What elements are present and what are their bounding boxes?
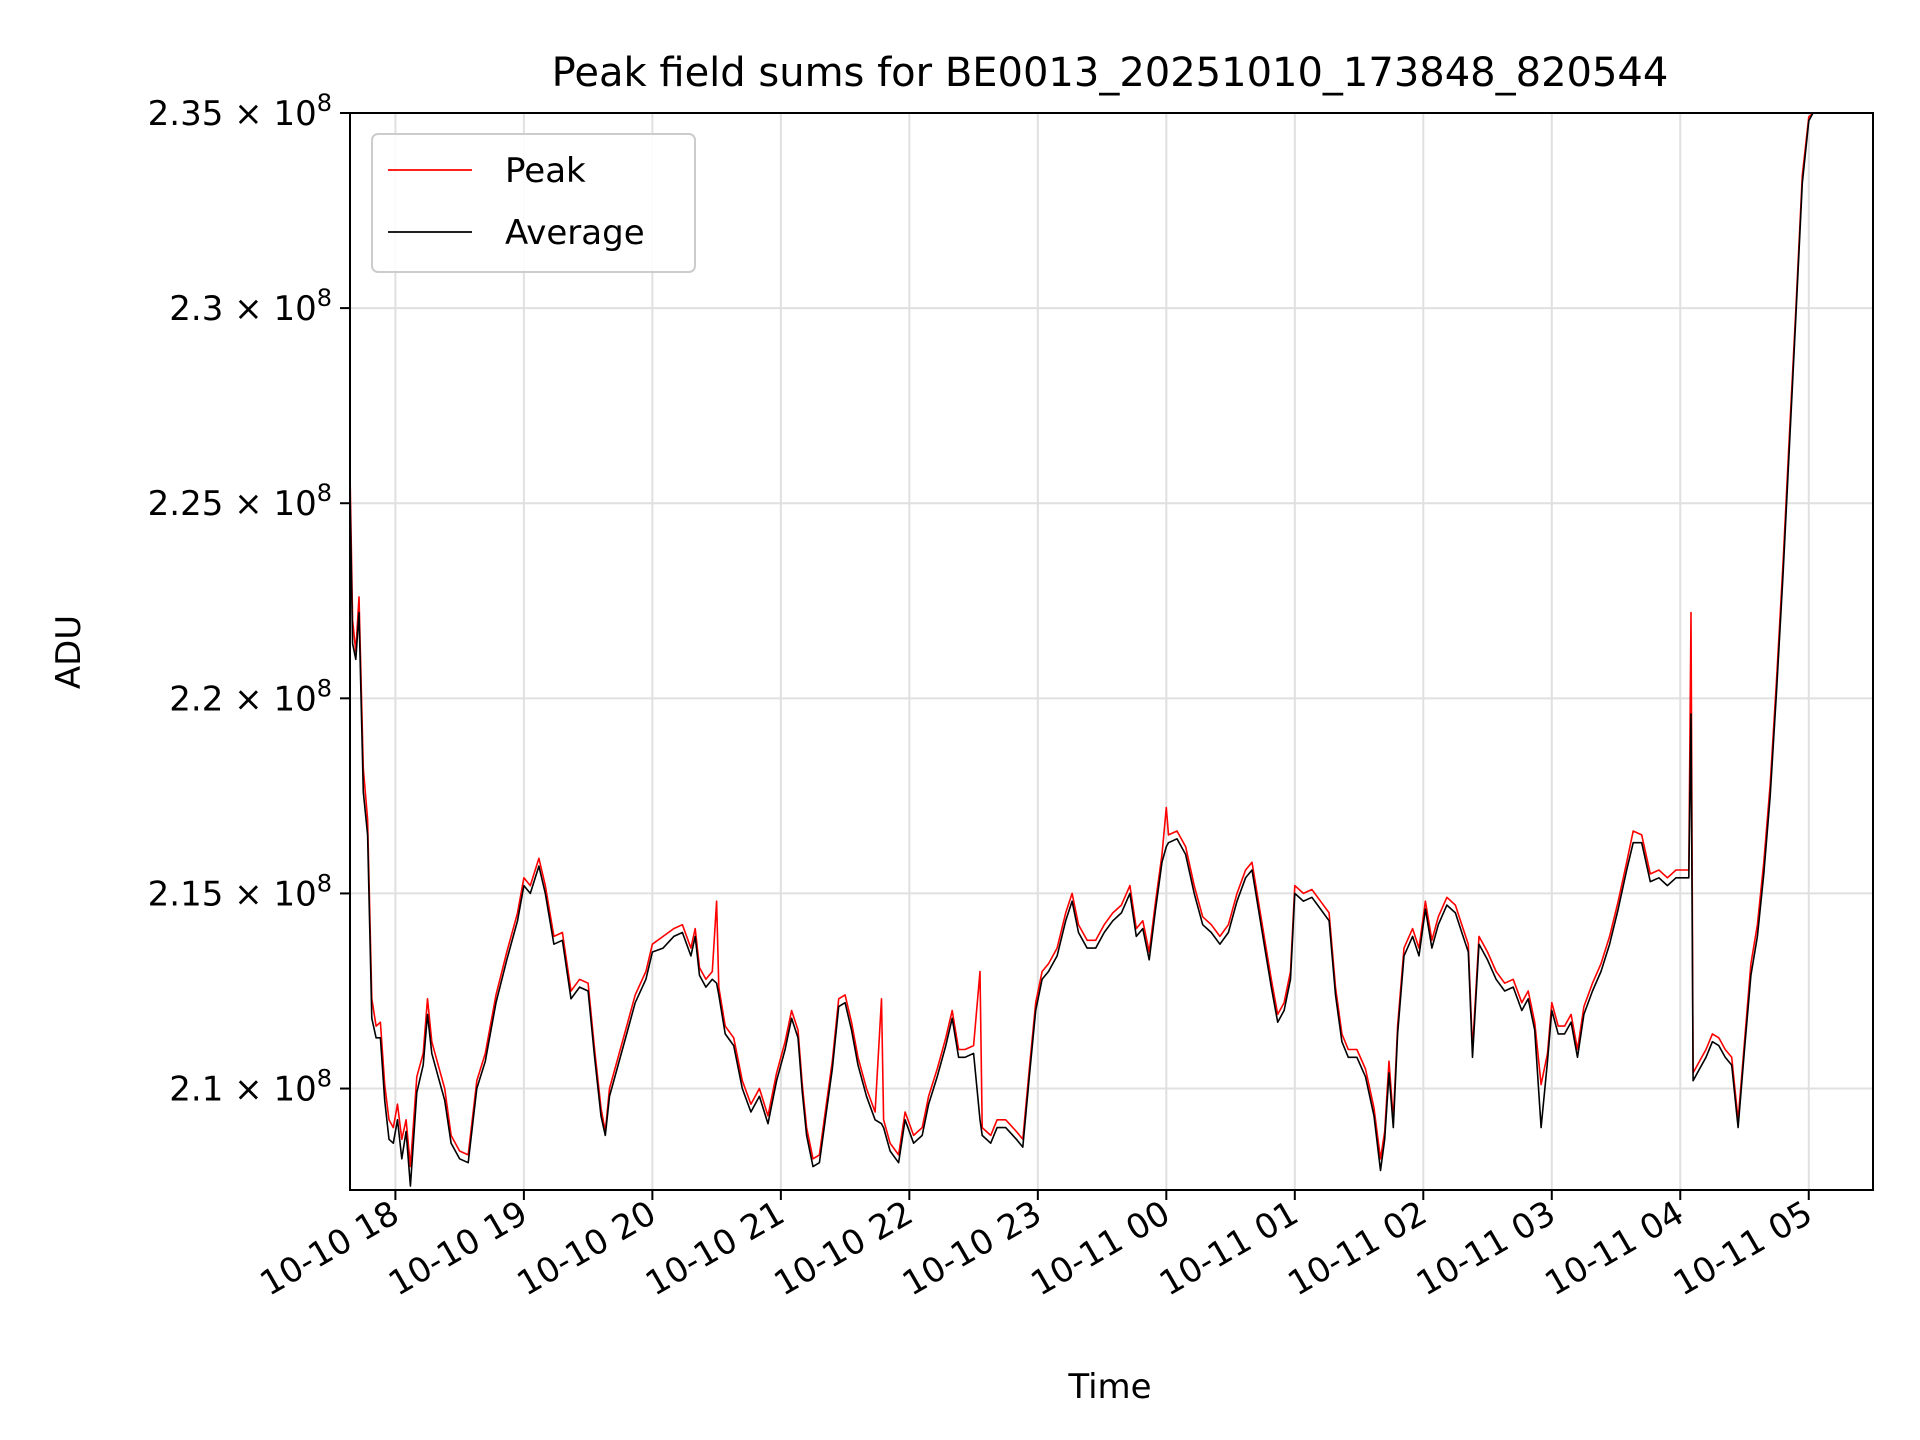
y-tick-label: 2.35 × 108 <box>148 89 332 134</box>
legend-average-label: Average <box>505 213 645 253</box>
y-axis-ticks: 2.1 × 108 2.15 × 108 2.2 × 108 2.25 × 108 2.… <box>148 89 350 1110</box>
chart-title: Peak field sums for BE0013_20251010_1738… <box>552 50 1669 96</box>
x-axis-label: Time <box>1067 1367 1151 1407</box>
series-lines <box>350 113 1814 1187</box>
y-tick-label: 2.1 × 108 <box>169 1065 332 1110</box>
legend-peak-label: Peak <box>505 151 586 191</box>
axes-frame <box>349 112 1874 1191</box>
series-line-average <box>350 113 1814 1187</box>
grid-lines <box>350 113 1873 1190</box>
y-tick-label: 2.2 × 108 <box>169 674 332 719</box>
y-tick-label: 2.15 × 108 <box>148 869 332 914</box>
legend-box <box>371 133 696 273</box>
y-axis-label: ADU <box>49 615 89 689</box>
y-tick-label: 2.25 × 108 <box>148 479 332 524</box>
series-line-peak <box>350 113 1814 1168</box>
legend: Peak Average <box>371 133 696 273</box>
y-tick-label: 2.3 × 108 <box>169 284 332 329</box>
